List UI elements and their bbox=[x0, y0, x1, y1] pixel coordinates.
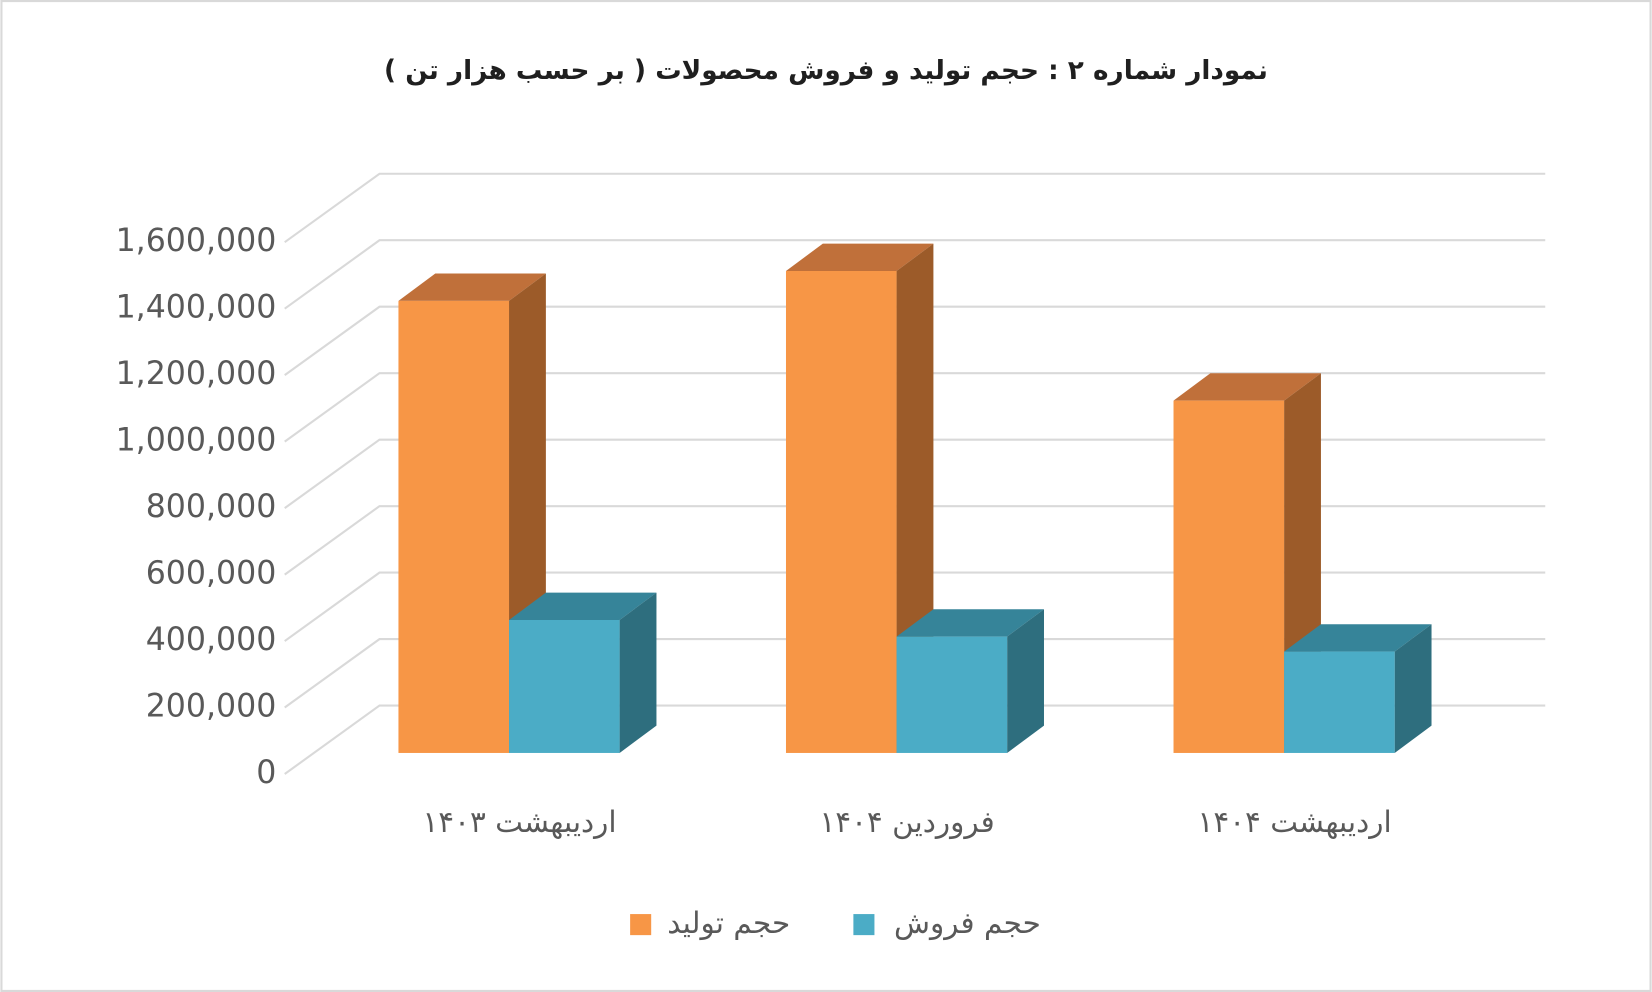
grid-line bbox=[284, 505, 1546, 576]
bar-side bbox=[1007, 609, 1044, 753]
grid-line bbox=[284, 571, 1546, 642]
y-tick-label: 600,000 bbox=[146, 556, 277, 592]
chart-title: نمودار شماره ۲ : حجم تولید و فروش محصولا… bbox=[384, 56, 1268, 86]
bar bbox=[398, 300, 510, 753]
grid-line bbox=[284, 638, 1546, 709]
y-tick-label: 1,600,000 bbox=[116, 223, 277, 259]
bar-side bbox=[619, 592, 657, 753]
y-tick-label: 1,200,000 bbox=[116, 356, 277, 392]
x-tick-label: اردیبهشت ۱۴۰۳ bbox=[422, 805, 616, 839]
bar bbox=[896, 636, 1008, 753]
grid-line bbox=[284, 704, 1546, 775]
x-tick-label: اردیبهشت ۱۴۰۴ bbox=[1198, 805, 1392, 839]
bar-top bbox=[398, 273, 546, 301]
bar bbox=[509, 620, 620, 753]
bar-side bbox=[1394, 624, 1432, 753]
y-tick-label: 1,400,000 bbox=[116, 290, 277, 326]
grid-line bbox=[284, 438, 1546, 509]
grid-line bbox=[284, 172, 1546, 244]
bar bbox=[1173, 400, 1285, 753]
bar-top bbox=[785, 243, 934, 272]
bar-top bbox=[509, 592, 657, 620]
y-tick-label: 1,000,000 bbox=[116, 423, 277, 459]
bar bbox=[785, 271, 897, 753]
bar-top bbox=[896, 609, 1044, 637]
legend-marker bbox=[853, 914, 875, 936]
grid-line bbox=[284, 372, 1546, 443]
legend-marker bbox=[630, 914, 652, 936]
y-tick-label: 0 bbox=[256, 755, 276, 791]
grid-line bbox=[284, 239, 1546, 310]
grid-line bbox=[284, 305, 1546, 377]
y-tick-label: 200,000 bbox=[146, 689, 277, 725]
bar bbox=[1284, 651, 1395, 753]
bar-top bbox=[1284, 624, 1432, 652]
y-tick-label: 400,000 bbox=[146, 622, 277, 658]
legend-label: حجم فروش bbox=[894, 906, 1041, 941]
y-tick-label: 800,000 bbox=[146, 489, 277, 525]
x-tick-label: فروردین ۱۴۰۴ bbox=[819, 805, 994, 839]
bar-top bbox=[1173, 373, 1321, 401]
legend-label: حجم تولید bbox=[667, 906, 790, 941]
